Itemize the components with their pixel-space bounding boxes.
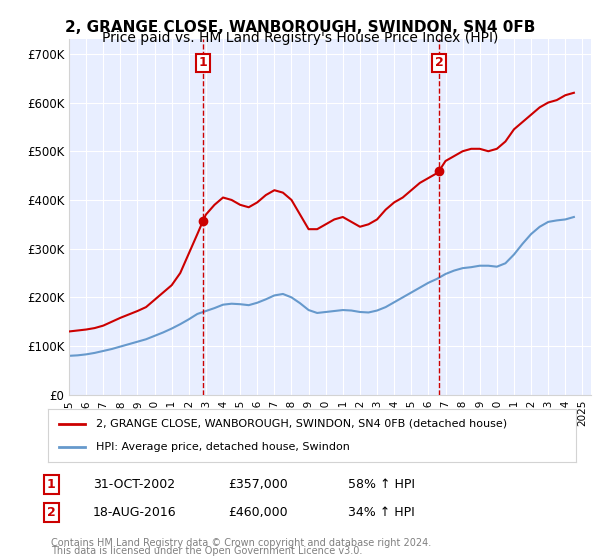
- Text: 18-AUG-2016: 18-AUG-2016: [93, 506, 176, 519]
- Text: This data is licensed under the Open Government Licence v3.0.: This data is licensed under the Open Gov…: [51, 545, 362, 556]
- Text: 31-OCT-2002: 31-OCT-2002: [93, 478, 175, 491]
- Text: 2: 2: [47, 506, 55, 519]
- Text: £460,000: £460,000: [228, 506, 287, 519]
- Text: 34% ↑ HPI: 34% ↑ HPI: [348, 506, 415, 519]
- Text: 2, GRANGE CLOSE, WANBOROUGH, SWINDON, SN4 0FB (detached house): 2, GRANGE CLOSE, WANBOROUGH, SWINDON, SN…: [95, 419, 506, 429]
- Text: 1: 1: [199, 56, 208, 69]
- Text: Contains HM Land Registry data © Crown copyright and database right 2024.: Contains HM Land Registry data © Crown c…: [51, 538, 431, 548]
- Text: 1: 1: [47, 478, 55, 491]
- Text: 2: 2: [435, 56, 443, 69]
- Text: HPI: Average price, detached house, Swindon: HPI: Average price, detached house, Swin…: [95, 442, 349, 452]
- Text: 2, GRANGE CLOSE, WANBOROUGH, SWINDON, SN4 0FB: 2, GRANGE CLOSE, WANBOROUGH, SWINDON, SN…: [65, 20, 535, 35]
- Text: 58% ↑ HPI: 58% ↑ HPI: [348, 478, 415, 491]
- Text: Price paid vs. HM Land Registry's House Price Index (HPI): Price paid vs. HM Land Registry's House …: [102, 31, 498, 45]
- Text: £357,000: £357,000: [228, 478, 288, 491]
